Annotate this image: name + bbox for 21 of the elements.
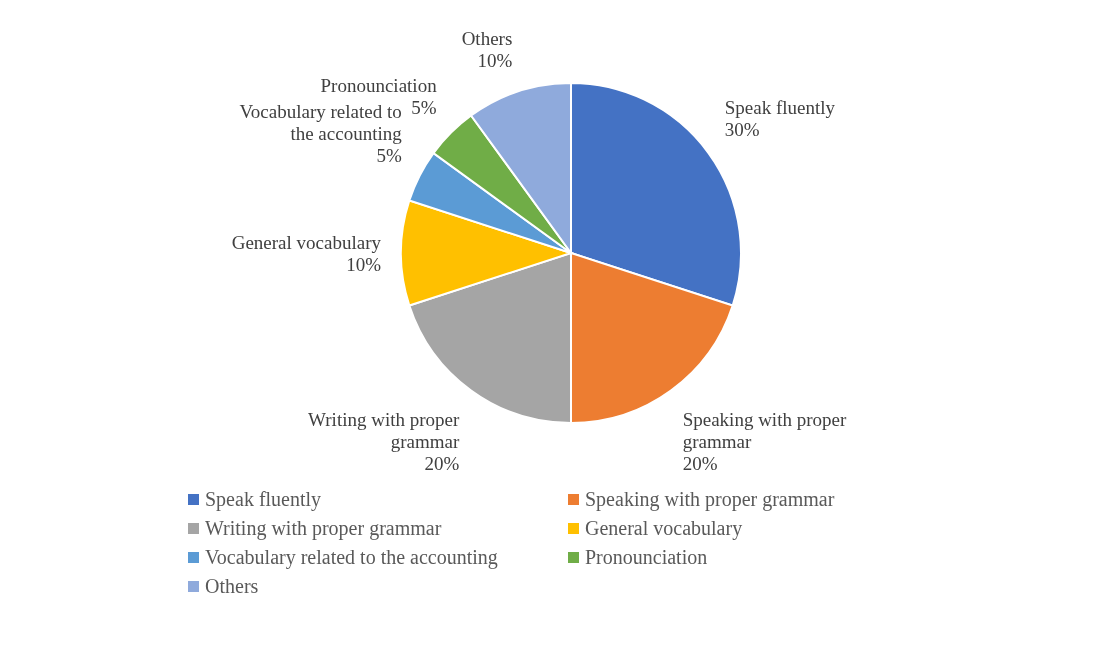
data-label: 30% <box>724 118 760 140</box>
data-label: 20% <box>682 452 718 474</box>
data-label: 10% <box>477 49 513 71</box>
legend-label: Others <box>205 575 259 598</box>
data-label: 5% <box>411 96 437 118</box>
slice-label: Writing with proper grammar <box>308 408 460 452</box>
slice-label: Vocabulary related to the accounting <box>239 100 403 144</box>
slice-label: Pronounciation <box>320 74 438 96</box>
legend-label: Writing with proper grammar <box>205 517 442 540</box>
slice-label: Speak fluently <box>724 96 836 118</box>
slice-label: General vocabulary <box>231 231 382 253</box>
slice-label: Others <box>461 27 513 49</box>
legend-label: Speaking with proper grammar <box>585 488 835 511</box>
legend-label: Vocabulary related to the accounting <box>205 546 498 569</box>
legend-label: Speak fluently <box>205 488 322 511</box>
data-label: 10% <box>346 253 382 275</box>
data-label: 5% <box>376 144 402 166</box>
slice-label: Speaking with proper grammar <box>682 408 847 452</box>
data-label: 20% <box>424 452 460 474</box>
legend-label: General vocabulary <box>585 517 743 540</box>
legend-label: Pronounciation <box>585 546 708 569</box>
